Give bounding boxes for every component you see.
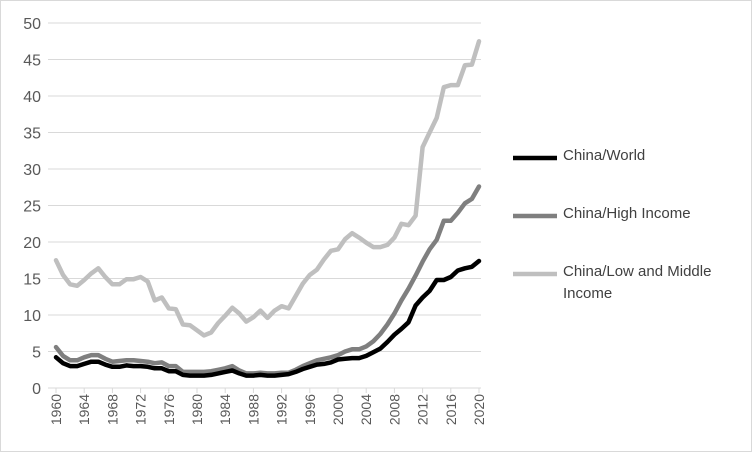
x-tick-label: 2008 [386,394,402,425]
y-tick-label: 50 [23,16,41,33]
legend-item-china-high-income: China/High Income [513,203,711,261]
y-tick-label: 25 [23,199,41,216]
x-tick-label: 1980 [189,394,205,425]
x-tick-label: 1992 [274,394,290,425]
x-tick-label: 2012 [415,394,431,425]
y-tick-label: 15 [23,272,41,289]
series-line-china-low-and-middle-income [53,39,482,338]
y-tick-label: 35 [23,126,41,143]
legend: China/World China/High Income China/Low … [513,145,711,305]
y-tick-label: 5 [32,345,41,362]
x-tick-label: 2016 [443,394,459,425]
x-tick-label: 1984 [217,394,233,425]
x-tick-label: 1968 [104,394,120,425]
x-tick-label: 2020 [471,394,487,425]
x-tick-label: 2000 [330,394,346,425]
x-tick-label: 1996 [302,394,318,425]
x-tick-label: 1988 [245,394,261,425]
x-tick-label: 1972 [133,394,149,425]
x-tick-label: 1976 [161,394,177,425]
y-tick-label: 20 [23,235,41,252]
legend-label: China/Low and Middle [563,263,712,280]
x-tick-label: 2004 [358,394,374,425]
legend-item-china-low-middle-income: China/Low and Middle Income [513,261,711,305]
y-tick-label: 40 [23,89,41,106]
y-tick-label: 30 [23,162,41,179]
legend-label: China/World [563,147,646,164]
legend-label-continued: Income [563,285,613,302]
legend-item-china-world: China/World [513,145,711,203]
legend-label: China/High Income [563,205,691,222]
x-tick-label: 1964 [76,394,92,425]
series-line-china-world [53,258,482,378]
x-tick-label: 1960 [48,394,64,425]
y-tick-label: 10 [23,308,41,325]
y-tick-label: 45 [23,53,41,70]
y-tick-label: 0 [32,381,41,398]
